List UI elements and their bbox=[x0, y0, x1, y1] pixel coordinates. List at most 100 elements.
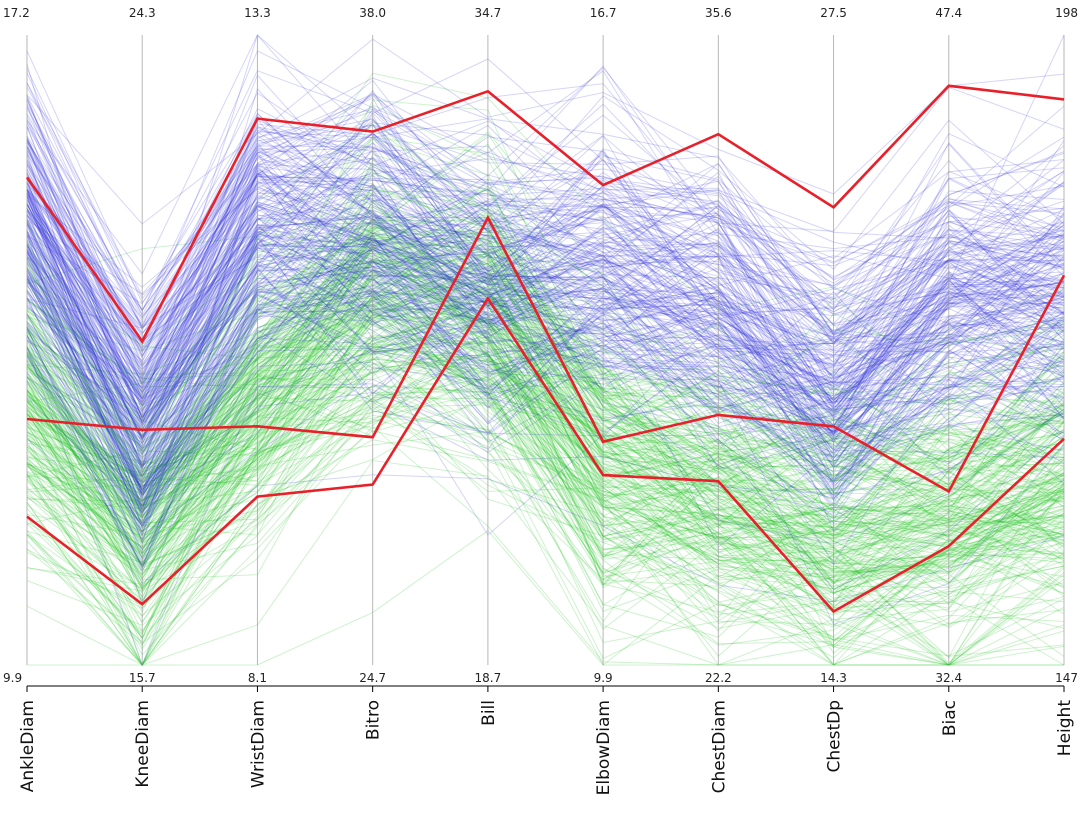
data-line-group_a bbox=[26, 171, 1065, 413]
data-line-group_b bbox=[26, 227, 1065, 469]
data-line-group_a bbox=[26, 243, 1065, 515]
data-line-group_b bbox=[26, 279, 1065, 538]
data-line-group_b bbox=[27, 529, 1064, 666]
data-line-group_b bbox=[26, 283, 1065, 610]
data-line-group_a bbox=[26, 50, 1065, 304]
data-line-group_a bbox=[26, 171, 1065, 381]
data-line-group_b bbox=[26, 188, 1065, 454]
data-line-group_a bbox=[26, 34, 1065, 275]
data-line-group_a bbox=[26, 193, 1065, 492]
data-line-group_a bbox=[26, 235, 1065, 499]
data-line-group_b bbox=[26, 368, 1065, 637]
data-line-group_b bbox=[26, 228, 1065, 591]
data-line-group_a bbox=[26, 179, 1065, 441]
data-line-group_a bbox=[26, 124, 1065, 372]
data-line-group_a bbox=[26, 97, 1065, 386]
axis-name-kneediam: KneeDiam bbox=[133, 700, 153, 788]
data-line-group_a bbox=[26, 97, 1065, 366]
data-line-group_a bbox=[26, 142, 1065, 352]
data-line-group_b bbox=[26, 338, 1065, 570]
data-line-group_a bbox=[26, 164, 1065, 420]
data-line-group_b bbox=[26, 273, 1065, 642]
data-line-group_a bbox=[26, 147, 1065, 472]
data-line-group_b bbox=[26, 188, 1065, 481]
data-line-group_a bbox=[26, 266, 1065, 461]
data-line-group_a bbox=[26, 260, 1065, 487]
data-line-group_a bbox=[26, 113, 1065, 427]
data-line-group_a bbox=[26, 217, 1065, 484]
data-line-group_a bbox=[26, 123, 1065, 376]
axis-min-label: 15.7 bbox=[129, 671, 156, 685]
data-line-group_b bbox=[26, 282, 1065, 552]
data-line-group_a bbox=[26, 129, 1065, 359]
data-line-group_b bbox=[26, 296, 1065, 613]
data-line-group_a bbox=[26, 146, 1065, 419]
data-line-group_a bbox=[26, 92, 1065, 409]
data-line-group_a bbox=[26, 89, 1065, 387]
data-line-group_a bbox=[26, 230, 1065, 486]
data-line-group_b bbox=[26, 285, 1065, 604]
data-line-group_b bbox=[26, 210, 1065, 499]
data-line-group_b bbox=[26, 290, 1065, 549]
data-line-group_b bbox=[26, 362, 1065, 666]
data-line-group_a bbox=[26, 190, 1065, 422]
data-line-group_a bbox=[26, 295, 1065, 555]
data-line-group_a bbox=[26, 136, 1065, 356]
data-line-group_a bbox=[26, 115, 1065, 387]
data-line-group_b bbox=[26, 222, 1065, 529]
data-line-group_b bbox=[26, 238, 1065, 586]
data-line-group_b bbox=[26, 226, 1065, 649]
data-line-group_b bbox=[26, 233, 1065, 572]
data-line-group_b bbox=[26, 104, 1065, 448]
data-line-group_b bbox=[26, 99, 1065, 407]
data-line-group_b bbox=[26, 307, 1065, 587]
data-line-group_b bbox=[26, 153, 1065, 397]
data-line-group_a bbox=[26, 117, 1065, 417]
data-line-group_b bbox=[26, 190, 1065, 462]
data-line-group_a bbox=[26, 127, 1065, 344]
data-line-group_b bbox=[26, 290, 1065, 556]
data-line-group_b bbox=[26, 192, 1065, 485]
data-line-group_b bbox=[26, 238, 1065, 562]
data-line-group_b bbox=[26, 334, 1065, 627]
data-line-group_b bbox=[26, 187, 1065, 522]
data-line-group_a bbox=[26, 279, 1065, 490]
data-line-group_a bbox=[26, 123, 1065, 460]
data-line-group_a bbox=[26, 294, 1065, 485]
axis-max-label: 13.3 bbox=[244, 6, 271, 20]
data-line-group_a bbox=[26, 263, 1065, 440]
data-line-group_a bbox=[26, 189, 1065, 407]
data-line-group_b bbox=[26, 396, 1065, 646]
data-line-group_b bbox=[26, 277, 1065, 556]
highlighted-line bbox=[26, 214, 1066, 494]
data-line-group_a bbox=[26, 192, 1065, 457]
data-line-group_a bbox=[26, 79, 1065, 329]
data-line-group_a bbox=[26, 287, 1065, 503]
data-line-group_b bbox=[26, 353, 1065, 667]
data-line-group_a bbox=[26, 149, 1065, 411]
data-line-group_b bbox=[26, 321, 1065, 535]
data-line-group_b bbox=[26, 278, 1065, 544]
data-line-group_a bbox=[26, 248, 1065, 468]
data-line-group_b bbox=[26, 217, 1065, 531]
data-line-group_a bbox=[26, 243, 1065, 528]
data-line-group_a bbox=[26, 95, 1065, 345]
data-line-group_a bbox=[26, 265, 1065, 432]
data-line-group_a bbox=[26, 245, 1065, 489]
axis-name-bill: Bill bbox=[479, 700, 499, 726]
data-line-group_b bbox=[26, 233, 1065, 536]
data-line-group_b bbox=[26, 350, 1065, 622]
data-line-group_a bbox=[26, 172, 1065, 538]
data-line-group_b bbox=[26, 200, 1065, 514]
data-line-group_b bbox=[26, 198, 1065, 487]
data-line-group_b bbox=[26, 266, 1065, 593]
data-line-group_b bbox=[26, 355, 1065, 659]
data-line-group_a bbox=[26, 254, 1065, 468]
data-line-group_b bbox=[26, 273, 1065, 566]
data-line-group_b bbox=[26, 200, 1065, 516]
data-line-group_a bbox=[26, 210, 1065, 452]
data-line-group_a bbox=[26, 142, 1065, 369]
data-line-group_a bbox=[26, 63, 1065, 469]
data-line-group_b bbox=[26, 358, 1065, 585]
